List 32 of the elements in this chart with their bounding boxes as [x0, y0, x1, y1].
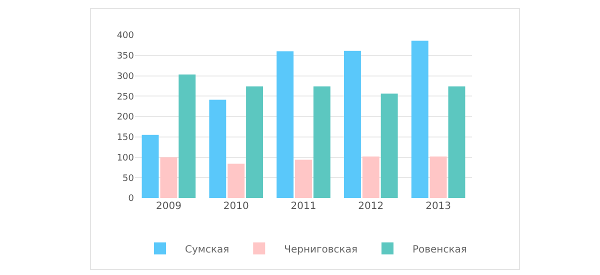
bar: [344, 50, 361, 198]
x-tick-label: 2010: [223, 201, 249, 212]
y-tick-label: 350: [116, 52, 134, 62]
bar: [430, 156, 447, 198]
bar: [448, 86, 466, 198]
bar: [276, 51, 294, 198]
legend-label: Черниговская: [284, 244, 358, 256]
bar: [142, 134, 159, 198]
bar: [411, 40, 428, 198]
y-tick-label: 50: [122, 174, 134, 184]
bar: [209, 100, 226, 198]
bar: [178, 74, 196, 198]
y-tick-label: 250: [116, 92, 134, 102]
legend-label: Ровенская: [412, 244, 467, 256]
y-tick-label: 150: [116, 133, 134, 144]
legend-label: Сумская: [185, 244, 230, 256]
x-tick-label: 2013: [426, 201, 452, 212]
bar: [380, 94, 398, 198]
y-tick-label: 300: [116, 72, 134, 82]
bar: [228, 164, 245, 198]
bar: [295, 160, 312, 198]
x-tick-label: 2009: [156, 201, 182, 212]
y-tick-label: 200: [116, 112, 134, 123]
bar: [313, 86, 330, 198]
x-tick-label: 2012: [358, 201, 384, 212]
bar: [362, 156, 380, 198]
y-tick-label: 400: [116, 31, 134, 42]
bar: [160, 157, 178, 198]
y-tick-label: 100: [116, 153, 134, 164]
bar: [246, 86, 263, 198]
x-tick-label: 2011: [290, 201, 316, 212]
y-tick-label: 0: [128, 194, 134, 204]
